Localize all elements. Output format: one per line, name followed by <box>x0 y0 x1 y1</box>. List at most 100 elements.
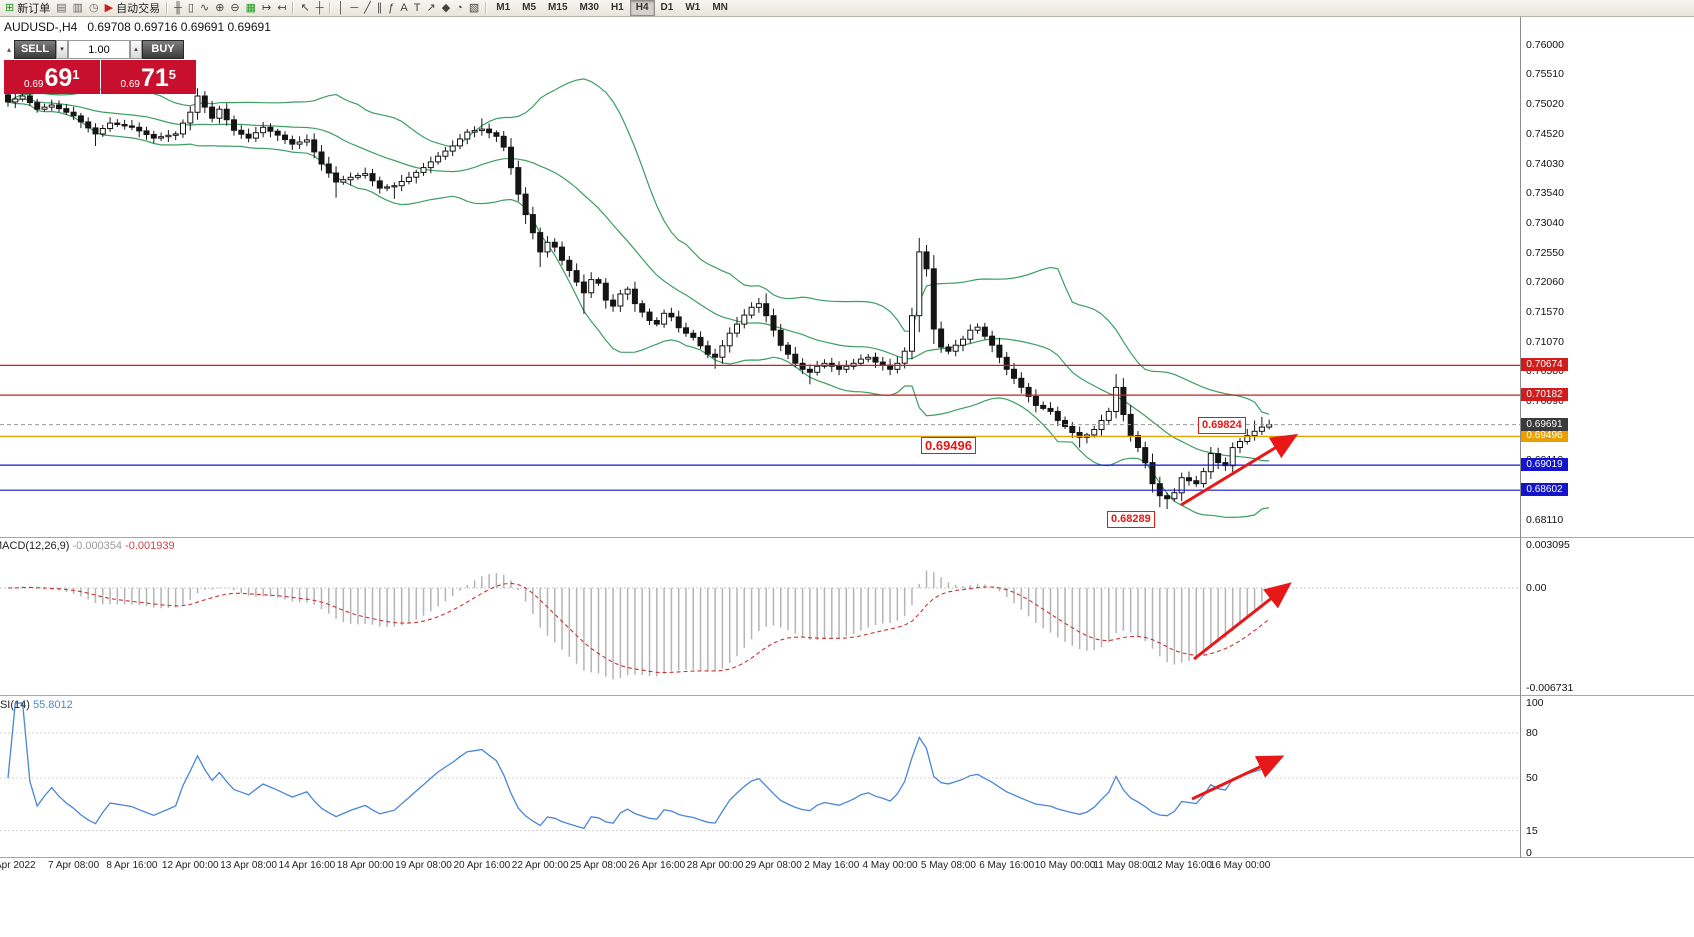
price-axis-label: 0.73040 <box>1526 216 1564 229</box>
line-chart-button[interactable]: ∿ <box>197 1 212 16</box>
timeframe-m1-button[interactable]: M1 <box>496 2 511 13</box>
chart-shift-button[interactable]: ↤ <box>274 1 289 16</box>
timeframe-m5-button[interactable]: M5 <box>522 2 537 13</box>
trendline-icon: ╱ <box>364 1 371 14</box>
date-axis-label: 2 May 16:00 <box>804 860 860 871</box>
macd-main-value: -0.000354 <box>72 540 123 552</box>
candlestick-chart-icon: ▯ <box>187 1 194 14</box>
toolbar-separator <box>485 2 488 14</box>
trendline-button[interactable]: ╱ <box>361 1 374 16</box>
new-order-button[interactable]: ⊞ 新订单 <box>2 1 53 16</box>
text-icon: A <box>400 1 408 14</box>
vertical-line-icon: │ <box>337 1 345 14</box>
auto-scroll-button[interactable]: ↦ <box>259 1 274 16</box>
price-annotation[interactable]: 0.69496 <box>921 437 976 454</box>
price-line-axis-label: 0.70182 <box>1521 388 1568 402</box>
date-axis-label: 26 Apr 16:00 <box>628 860 686 871</box>
price-axis-label: 0.74030 <box>1526 157 1564 170</box>
zoom-in-button[interactable]: ⊕ <box>212 1 227 16</box>
zoom-out-button[interactable]: ⊖ <box>227 1 242 16</box>
price-annotation[interactable]: 0.68289 <box>1107 511 1155 528</box>
toolbar-separator <box>292 2 295 14</box>
price-axis-label: 0.75020 <box>1526 98 1564 111</box>
volume-up-button[interactable]: ▴ <box>130 40 142 59</box>
price-axis-label: 0.73540 <box>1526 187 1564 200</box>
date-axis-label: 12 Apr 00:00 <box>161 860 219 871</box>
panel-divider[interactable] <box>0 857 1694 858</box>
templates-icon: ▧ <box>468 1 480 14</box>
panel-divider[interactable] <box>0 537 1694 538</box>
buy-price-button[interactable]: 0.69 71 5 <box>100 60 196 94</box>
rsi-axis-label: 80 <box>1526 727 1538 739</box>
charts-button[interactable]: ▤ <box>53 1 69 16</box>
volume-down-button[interactable]: ▾ <box>56 40 68 59</box>
market-watch-button[interactable]: ▥ <box>70 1 86 16</box>
charts-icon: ▤ <box>56 1 67 14</box>
date-axis-label: 22 Apr 00:00 <box>511 860 569 871</box>
timeframe-h1-button[interactable]: H1 <box>610 2 624 13</box>
fibonacci-button[interactable]: ƒ <box>385 1 397 16</box>
panel-divider[interactable] <box>0 695 1694 696</box>
text-button[interactable]: A <box>397 1 410 16</box>
price-annotation[interactable]: 0.69824 <box>1198 417 1246 434</box>
one-click-trading-panel: ▴ SELL ▾ ▴ BUY 0.69 69 1 0.69 71 5 <box>4 40 196 94</box>
price-axis-label: 0.72550 <box>1526 246 1564 259</box>
price-axis-border <box>1520 17 1521 858</box>
buy-price-sup: 5 <box>168 67 176 82</box>
periods-button[interactable]: ◔ <box>453 1 466 16</box>
volume-input[interactable] <box>68 40 130 59</box>
rsi-label: RSI(14) 55.8012 <box>0 699 73 711</box>
shapes-button[interactable]: ◆ <box>439 1 453 16</box>
toolbar: ⊞ 新订单 ▤ ▥ ◷ ▶ 自动交易 ╫ ▯ ∿ ⊕ ⊖ ▦ ↦ ↤ ↖ ┼ │ ─ ╱ ∥ ƒ A T ↗ ◆ ◔ ▧ M1 M5 M15… <box>0 0 1694 17</box>
timeframe-mn-button[interactable]: MN <box>712 2 728 13</box>
price-axis-label: 0.76000 <box>1526 38 1564 51</box>
fibonacci-icon: ƒ <box>388 1 395 14</box>
autotrading-button[interactable]: ▶ 自动交易 <box>102 1 163 16</box>
date-axis-label: 18 Apr 00:00 <box>336 860 394 871</box>
macd-name: MACD(12,26,9) <box>0 540 70 552</box>
macd-axis-label: 0.00 <box>1526 582 1547 594</box>
tile-windows-button[interactable]: ▦ <box>243 1 259 16</box>
date-axis-label: Apr 2022 <box>0 860 36 871</box>
zoom-out-icon: ⊖ <box>230 1 240 14</box>
horizontal-line-button[interactable]: ─ <box>347 1 361 16</box>
date-axis-label: 4 May 00:00 <box>862 860 918 871</box>
timeframe-m15-button[interactable]: M15 <box>548 2 568 13</box>
timeframe-w1-button[interactable]: W1 <box>685 2 701 13</box>
timeframe-h4-button[interactable]: H4 <box>629 0 655 16</box>
macd-axis-label: -0.006731 <box>1526 682 1574 694</box>
price-line-axis-label: 0.68602 <box>1521 483 1568 497</box>
crosshair-button[interactable]: ┼ <box>313 1 327 16</box>
bar-chart-button[interactable]: ╫ <box>171 1 185 16</box>
collapse-panel-icon[interactable]: ▴ <box>6 45 11 54</box>
navigator-button[interactable]: ◷ <box>86 1 102 16</box>
vertical-line-button[interactable]: │ <box>334 1 347 16</box>
horizontal-line-icon: ─ <box>350 1 359 14</box>
equidistant-channel-button[interactable]: ∥ <box>374 1 386 16</box>
arrows-tool-button[interactable]: ↗ <box>423 1 438 16</box>
symbol-period-label: AUDUSD-,H4 <box>4 20 78 34</box>
autotrading-icon: ▶ <box>104 1 114 14</box>
candlestick-chart-button[interactable]: ▯ <box>185 1 197 16</box>
timeframe-m30-button[interactable]: M30 <box>579 2 599 13</box>
timeframe-d1-button[interactable]: D1 <box>660 2 674 13</box>
price-line-axis-label: 0.70674 <box>1521 358 1568 372</box>
templates-button[interactable]: ▧ <box>466 1 482 16</box>
sell-button[interactable]: SELL <box>14 40 56 59</box>
text-label-button[interactable]: T <box>411 1 424 16</box>
price-axis-label: 0.74520 <box>1526 127 1564 140</box>
date-axis-label: 6 May 16:00 <box>979 860 1035 871</box>
chart-shift-icon: ↤ <box>277 1 287 14</box>
new-order-button-label: 新订单 <box>17 3 51 15</box>
line-chart-icon: ∿ <box>199 1 210 14</box>
bar-chart-icon: ╫ <box>174 1 182 14</box>
sell-price-button[interactable]: 0.69 69 1 <box>4 60 100 94</box>
buy-button[interactable]: BUY <box>142 40 184 59</box>
date-axis-label: 10 May 00:00 <box>1034 860 1096 871</box>
price-axis-label: 0.75510 <box>1526 68 1564 81</box>
cursor-button[interactable]: ↖ <box>297 1 312 16</box>
date-axis-label: 13 Apr 08:00 <box>220 860 277 871</box>
auto-scroll-icon: ↦ <box>262 1 272 14</box>
